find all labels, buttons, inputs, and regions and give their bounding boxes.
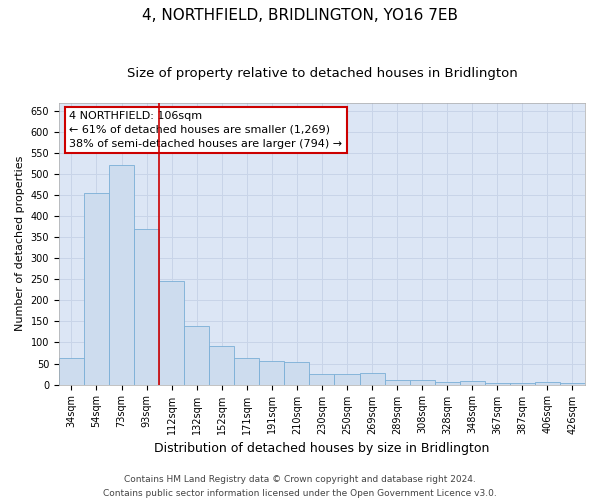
Bar [359,373,385,384]
Bar [410,380,434,384]
X-axis label: Distribution of detached houses by size in Bridlington: Distribution of detached houses by size … [154,442,490,455]
Text: 4, NORTHFIELD, BRIDLINGTON, YO16 7EB: 4, NORTHFIELD, BRIDLINGTON, YO16 7EB [142,8,458,22]
Bar [84,192,109,384]
Bar [334,374,359,384]
Bar [284,362,310,384]
Bar [560,383,585,384]
Text: 4 NORTHFIELD: 106sqm
← 61% of detached houses are smaller (1,269)
38% of semi-de: 4 NORTHFIELD: 106sqm ← 61% of detached h… [70,111,343,149]
Bar [535,382,560,384]
Bar [184,326,209,384]
Bar [209,346,234,385]
Title: Size of property relative to detached houses in Bridlington: Size of property relative to detached ho… [127,68,517,80]
Bar [310,374,334,384]
Bar [485,383,510,384]
Bar [134,229,159,384]
Bar [510,383,535,384]
Bar [159,280,184,384]
Bar [109,165,134,384]
Text: Contains HM Land Registry data © Crown copyright and database right 2024.
Contai: Contains HM Land Registry data © Crown c… [103,476,497,498]
Bar [234,358,259,384]
Bar [460,381,485,384]
Bar [59,358,84,384]
Bar [434,382,460,384]
Bar [259,362,284,384]
Y-axis label: Number of detached properties: Number of detached properties [15,156,25,331]
Bar [385,380,410,384]
